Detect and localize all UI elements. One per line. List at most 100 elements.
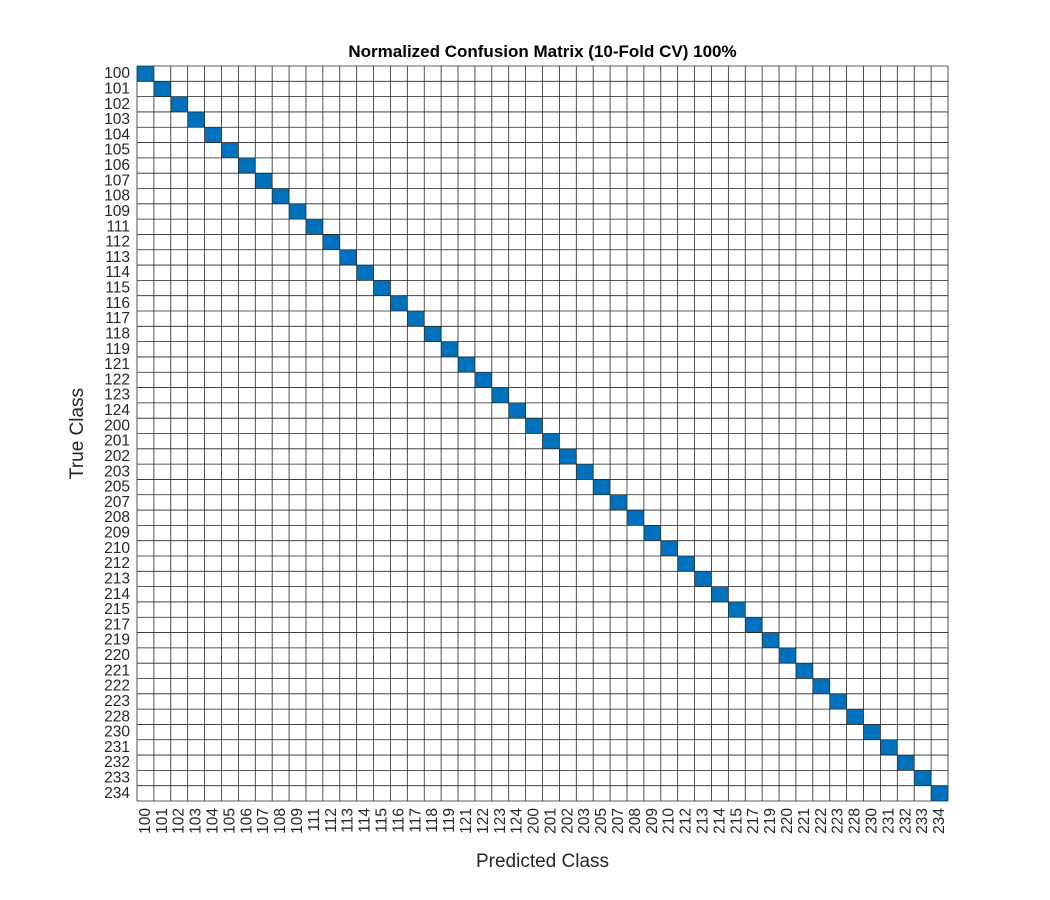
x-tick-label: 200 xyxy=(526,808,543,834)
y-tick-label: 117 xyxy=(105,310,130,327)
x-tick-label: 221 xyxy=(796,808,813,834)
x-tick-label: 203 xyxy=(576,808,593,834)
cell-103-103 xyxy=(187,111,205,128)
x-tick-label: 230 xyxy=(863,808,880,834)
cell-102-102 xyxy=(170,96,188,112)
matrix-cells xyxy=(137,66,948,801)
y-tick-label: 113 xyxy=(105,249,130,266)
y-tick-label: 202 xyxy=(104,448,130,465)
cell-201-201 xyxy=(542,433,560,449)
cell-111-111 xyxy=(305,219,323,235)
y-tick-label: 114 xyxy=(105,264,130,281)
cell-213-213 xyxy=(694,571,712,587)
x-tick-label: 112 xyxy=(323,808,340,833)
cell-231-231 xyxy=(880,739,898,756)
x-axis-label: Predicted Class xyxy=(476,851,609,872)
cell-113-113 xyxy=(339,249,357,266)
cell-202-202 xyxy=(559,448,577,465)
y-tick-label: 210 xyxy=(104,540,130,557)
cell-210-210 xyxy=(660,540,678,556)
y-tick-label: 118 xyxy=(105,325,130,342)
x-tick-label: 102 xyxy=(171,808,188,834)
cell-104-104 xyxy=(204,127,222,143)
cell-205-205 xyxy=(593,479,611,495)
x-tick-label: 114 xyxy=(357,808,374,833)
x-tick-label: 103 xyxy=(188,808,205,834)
y-tick-label: 232 xyxy=(104,754,130,771)
y-tick-label: 100 xyxy=(104,65,130,82)
y-tick-label: 109 xyxy=(104,203,130,220)
cell-114-114 xyxy=(356,265,374,281)
y-tick-label: 220 xyxy=(104,647,130,664)
y-tick-label: 200 xyxy=(104,417,130,434)
y-tick-label: 233 xyxy=(104,770,130,787)
cell-219-219 xyxy=(762,632,780,648)
x-tick-label: 231 xyxy=(880,808,897,834)
x-tick-label: 205 xyxy=(593,808,610,834)
cell-221-221 xyxy=(795,663,813,679)
cell-234-234 xyxy=(931,785,948,801)
y-tick-label: 101 xyxy=(104,80,130,97)
x-tick-label: 214 xyxy=(711,808,728,834)
y-tick-label: 111 xyxy=(106,218,130,235)
y-tick-label: 102 xyxy=(104,96,130,113)
y-tick-label: 208 xyxy=(104,509,130,526)
y-tick-label: 106 xyxy=(104,157,130,174)
cell-122-122 xyxy=(474,372,492,388)
y-tick-label: 116 xyxy=(105,295,130,312)
y-tick-label: 205 xyxy=(104,479,130,496)
x-tick-label: 118 xyxy=(424,808,441,833)
x-tick-label: 101 xyxy=(154,808,171,834)
x-tick-label: 210 xyxy=(661,808,678,834)
cell-222-222 xyxy=(812,678,830,694)
x-tick-label: 124 xyxy=(509,808,526,834)
y-tick-label: 228 xyxy=(104,708,130,725)
y-tick-label: 119 xyxy=(105,341,130,358)
cell-214-214 xyxy=(711,586,729,602)
y-tick-label: 221 xyxy=(104,662,130,679)
x-tick-label: 123 xyxy=(492,808,509,834)
cell-209-209 xyxy=(643,525,661,541)
y-tick-label: 121 xyxy=(104,356,130,373)
cell-208-208 xyxy=(626,510,644,526)
x-tick-labels: 100 101 102 103 104 105 106 107 108 109 111 112 113 1… xyxy=(137,808,948,834)
x-tick-label: 115 xyxy=(373,808,390,833)
x-tick-label: 215 xyxy=(728,808,745,834)
y-tick-label: 231 xyxy=(104,739,130,756)
x-tick-label: 217 xyxy=(745,808,762,834)
cell-115-115 xyxy=(373,280,391,296)
y-tick-label: 201 xyxy=(104,433,130,450)
y-tick-label: 230 xyxy=(104,724,130,741)
y-tick-label: 223 xyxy=(104,693,130,710)
x-tick-label: 208 xyxy=(627,808,644,834)
cell-123-123 xyxy=(491,387,509,403)
y-tick-label: 234 xyxy=(104,785,130,802)
y-tick-label: 219 xyxy=(104,632,130,649)
cell-121-121 xyxy=(458,356,475,373)
cell-109-109 xyxy=(289,203,306,220)
cell-230-230 xyxy=(863,724,881,740)
y-tick-label: 203 xyxy=(104,463,130,480)
y-tick-label: 105 xyxy=(104,142,130,159)
x-tick-label: 209 xyxy=(644,808,661,834)
x-tick-label: 233 xyxy=(914,808,931,834)
cell-112-112 xyxy=(322,234,340,250)
x-tick-label: 201 xyxy=(542,808,559,834)
x-tick-label: 202 xyxy=(559,808,576,834)
cell-124-124 xyxy=(508,402,526,419)
cell-200-200 xyxy=(525,418,543,434)
cell-217-217 xyxy=(745,617,763,633)
y-tick-labels: 1001011021031041051061071081091111121131… xyxy=(104,65,130,802)
x-tick-label: 109 xyxy=(289,808,306,834)
x-tick-label: 228 xyxy=(847,808,864,834)
y-tick-label: 217 xyxy=(104,616,130,633)
cell-101-101 xyxy=(153,81,171,97)
x-tick-label: 220 xyxy=(779,808,796,834)
cell-223-223 xyxy=(829,693,847,710)
cell-119-119 xyxy=(441,341,459,357)
cell-105-105 xyxy=(221,142,239,158)
y-tick-label: 123 xyxy=(104,387,130,404)
x-tick-label: 207 xyxy=(610,808,627,834)
cell-117-117 xyxy=(407,311,425,327)
